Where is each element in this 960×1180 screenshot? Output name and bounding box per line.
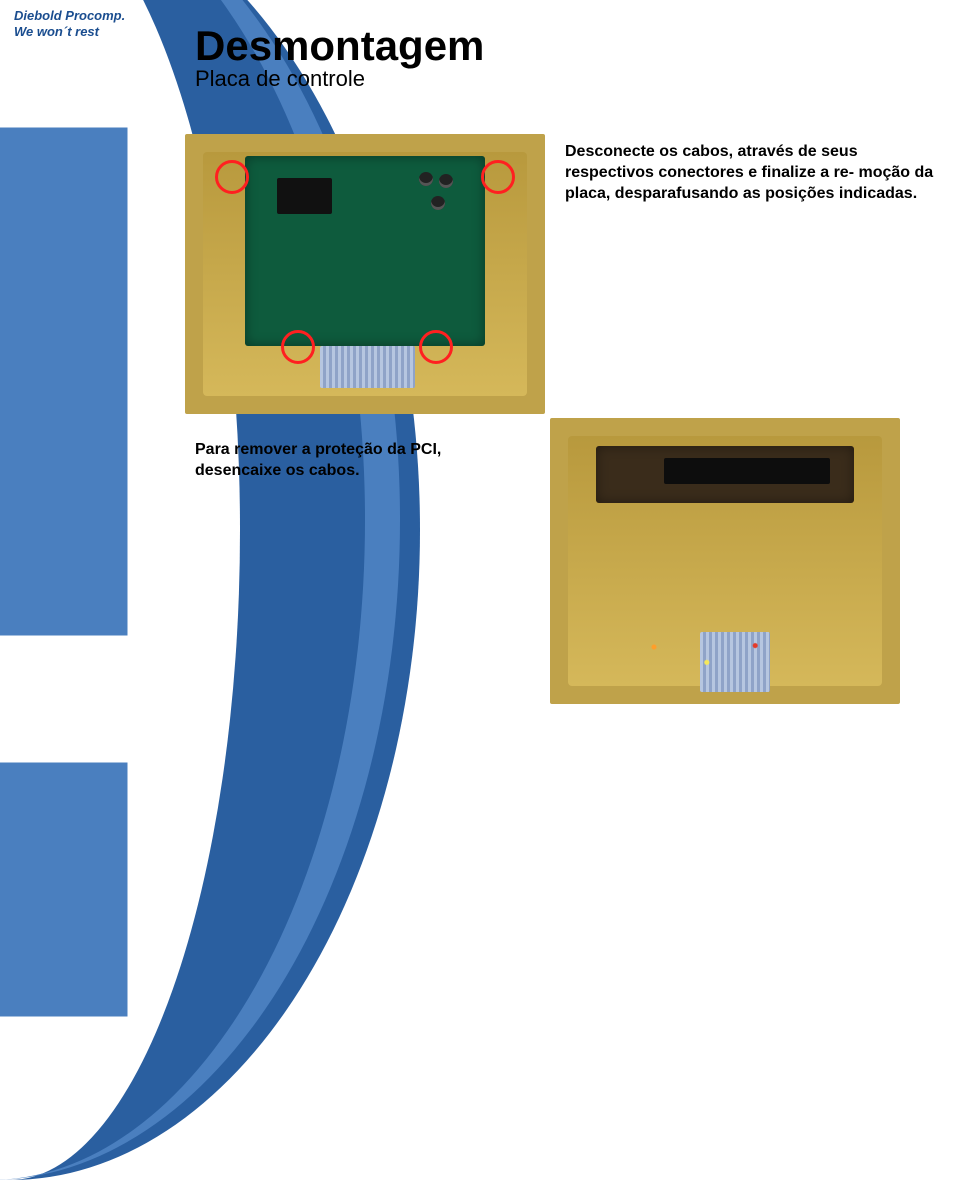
chip-icon [277, 178, 332, 214]
wire-bundle-icon [610, 626, 830, 696]
diebold-logo: EBOLD ® [22, 693, 138, 713]
photo-pci-shield [550, 418, 900, 704]
slot-bracket [664, 458, 830, 484]
highlight-ring [281, 330, 315, 364]
photo-control-board [185, 134, 545, 414]
title-block: Desmontagem Placa de controle [195, 22, 484, 92]
logo-text: EBOLD [60, 693, 128, 713]
instruction-paragraph-2: Para remover a proteção da PCI, desencai… [195, 440, 505, 482]
brand-line-1: Diebold Procomp. [14, 8, 125, 24]
highlight-ring [481, 160, 515, 194]
footer-logo: EBOLD ® PROCOMP [22, 693, 138, 728]
logo-subtext: PROCOMP [22, 717, 138, 728]
triangle-icon [41, 697, 57, 709]
page-title: Desmontagem [195, 22, 484, 70]
capacitor-icon [439, 174, 453, 188]
brand-line-2: We won´t rest [14, 24, 125, 40]
capacitor-icon [419, 172, 433, 186]
highlight-ring [215, 160, 249, 194]
instruction-paragraph-1: Desconecte os cabos, através de seus res… [565, 142, 935, 204]
registered-icon: ® [132, 699, 138, 708]
header-brand: Diebold Procomp. We won´t rest [14, 8, 125, 41]
capacitor-icon [431, 196, 445, 210]
ribbon-cable-icon [320, 346, 415, 388]
triangle-icon [22, 697, 38, 709]
highlight-ring [419, 330, 453, 364]
